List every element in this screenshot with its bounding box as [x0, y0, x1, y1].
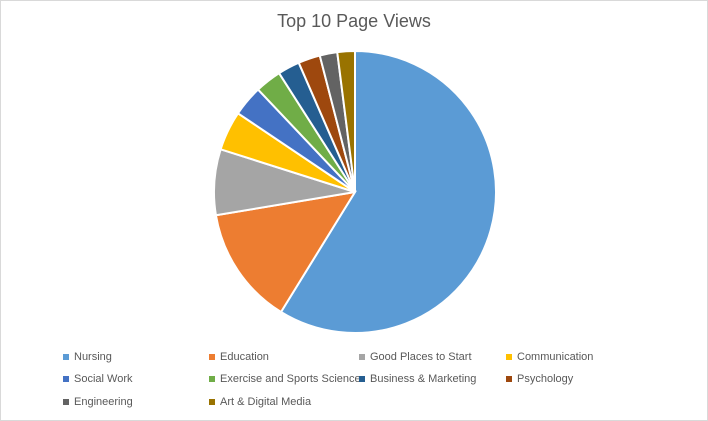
legend-label: Engineering — [74, 396, 133, 408]
legend-swatch — [209, 399, 215, 405]
legend-label: Exercise and Sports Science — [220, 373, 361, 385]
legend-item: Education — [209, 351, 269, 363]
legend-item: Art & Digital Media — [209, 396, 311, 408]
legend-swatch — [506, 354, 512, 360]
pie-chart — [213, 49, 497, 334]
legend-swatch — [63, 376, 69, 382]
legend-item: Social Work — [63, 373, 132, 385]
legend-item: Nursing — [63, 351, 112, 363]
legend-label: Communication — [517, 351, 594, 363]
legend-label: Psychology — [517, 373, 574, 385]
legend-swatch — [359, 376, 365, 382]
legend-swatch — [506, 376, 512, 382]
legend-swatch — [63, 354, 69, 360]
legend-item: Good Places to Start — [359, 351, 472, 363]
pie-slice-nursing — [279, 49, 497, 334]
pie-slice-art-digital-media — [336, 49, 356, 193]
legend-item: Exercise and Sports Science — [209, 373, 361, 385]
legend-label: Social Work — [74, 373, 133, 385]
chart-title: Top 10 Page Views — [277, 11, 431, 31]
legend-swatch — [63, 399, 69, 405]
legend-label: Art & Digital Media — [220, 396, 312, 408]
legend-item: Engineering — [63, 396, 133, 408]
legend-swatch — [209, 354, 215, 360]
legend-swatch — [359, 354, 365, 360]
legend-swatch — [209, 376, 215, 382]
pie-slice-education — [214, 190, 358, 314]
legend-item: Psychology — [506, 373, 573, 385]
legend-label: Education — [220, 351, 269, 363]
legend-label: Business & Marketing — [370, 373, 477, 385]
legend-label: Nursing — [74, 351, 112, 363]
legend-label: Good Places to Start — [370, 351, 472, 363]
legend-item: Business & Marketing — [359, 373, 476, 385]
legend-item: Communication — [506, 351, 593, 363]
